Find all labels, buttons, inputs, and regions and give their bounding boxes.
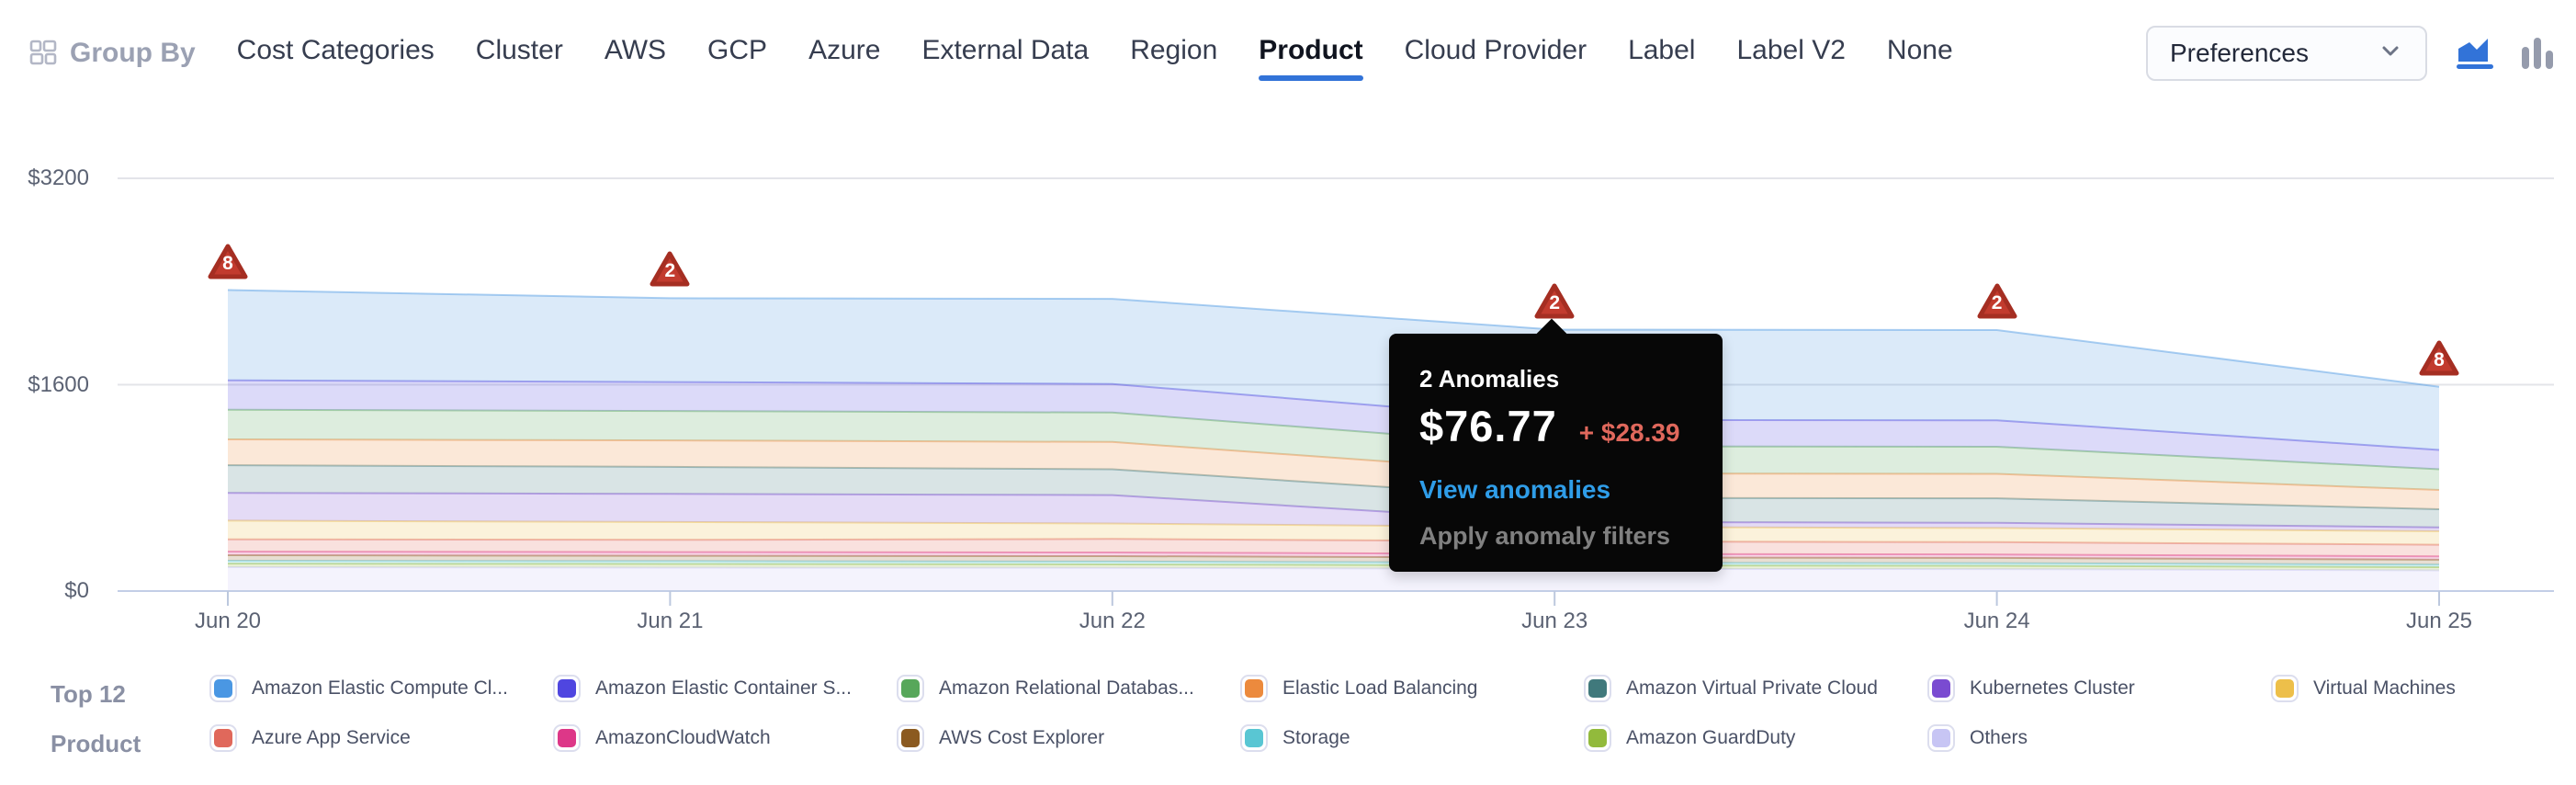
tooltip-amount: $76.77	[1419, 402, 1557, 450]
preferences-dropdown[interactable]: Preferences	[2146, 26, 2427, 81]
legend-swatch	[1927, 724, 1955, 752]
x-axis-label: Jun 25	[2405, 609, 2473, 633]
legend-item-elastic-load-balancing[interactable]: Elastic Load Balancing	[1240, 664, 1584, 713]
tab-none[interactable]: None	[1886, 35, 1953, 65]
legend-label: Elastic Load Balancing	[1282, 677, 1478, 699]
anomaly-tooltip: 2 Anomalies $76.77 + $28.39 View anomali…	[1389, 334, 1723, 572]
anomaly-count: 2	[664, 260, 676, 282]
tab-cluster[interactable]: Cluster	[475, 35, 563, 65]
legend-label: Amazon Virtual Private Cloud	[1626, 677, 1878, 699]
legend-label: Storage	[1282, 727, 1350, 748]
legend-item-amazon-relational-databas[interactable]: Amazon Relational Databas...	[897, 664, 1240, 713]
legend-item-storage[interactable]: Storage	[1240, 713, 1584, 763]
grid-icon	[29, 40, 57, 67]
tooltip-anomaly-count: 2 Anomalies	[1419, 365, 1560, 392]
legend-swatch	[2271, 675, 2299, 702]
anomaly-marker-jun-21[interactable]: 2	[649, 250, 691, 289]
anomaly-count: 2	[1991, 292, 2003, 313]
legend-swatch	[553, 724, 581, 752]
x-axis-label: Jun 22	[1079, 609, 1146, 633]
tab-cost-categories[interactable]: Cost Categories	[236, 35, 435, 65]
group-by-nav: Group By Cost Categories Cluster AWS GCP Azu…	[29, 26, 2554, 81]
legend-item-azure-app-service[interactable]: Azure App Service	[209, 713, 553, 763]
anomaly-count: 2	[1549, 291, 1561, 313]
x-axis-label: Jun 24	[1963, 609, 2030, 633]
legend-label: Amazon Elastic Compute Cl...	[252, 677, 508, 699]
legend-item-amazon-guardduty[interactable]: Amazon GuardDuty	[1584, 713, 1927, 763]
anomaly-marker-jun-23[interactable]: 2	[1533, 282, 1576, 321]
group-by: Group By	[29, 38, 196, 69]
group-by-label: Group By	[70, 38, 196, 68]
anomaly-marker-jun-20[interactable]: 8	[207, 243, 249, 281]
tab-external-data[interactable]: External Data	[921, 35, 1090, 65]
x-axis-label: Jun 21	[637, 609, 704, 633]
tooltip-delta: + $28.39	[1578, 418, 1680, 447]
y-axis-label: $0	[64, 578, 89, 603]
legend-item-amazon-elastic-container-s[interactable]: Amazon Elastic Container S...	[553, 664, 897, 713]
tab-gcp[interactable]: GCP	[707, 35, 768, 65]
active-tab-underline	[1259, 75, 1363, 81]
anomaly-marker-jun-24[interactable]: 2	[1976, 282, 2018, 321]
chevron-down-icon	[2378, 38, 2403, 70]
legend-label: Azure App Service	[252, 727, 411, 748]
anomaly-count: 8	[2434, 348, 2445, 370]
nav-right: Preferences	[2146, 26, 2554, 81]
legend-swatch	[1240, 675, 1268, 702]
y-axis-label: $1600	[28, 371, 89, 397]
x-axis-label: Jun 20	[194, 609, 262, 633]
legend-item-amazon-virtual-private-cloud[interactable]: Amazon Virtual Private Cloud	[1584, 664, 1927, 713]
tooltip-amount-row: $76.77 + $28.39	[1419, 401, 1697, 451]
tab-aws[interactable]: AWS	[604, 35, 667, 65]
legend-swatch	[1240, 724, 1268, 752]
legend-label: Amazon Relational Databas...	[939, 677, 1194, 699]
legend-swatch	[1584, 675, 1611, 702]
legend-label: AWS Cost Explorer	[939, 727, 1105, 748]
legend-swatch	[1927, 675, 1955, 702]
apply-anomaly-filters-link[interactable]: Apply anomaly filters	[1419, 522, 1671, 550]
tab-product[interactable]: Product	[1259, 31, 1363, 81]
y-axis-label: $3200	[28, 165, 89, 190]
legend-swatch	[209, 675, 237, 702]
x-axis-label: Jun 23	[1521, 609, 1588, 633]
legend-title: Top 12 Product	[51, 669, 141, 768]
group-by-tabs: Cost Categories Cluster AWS GCP Azure Externa…	[236, 31, 1953, 81]
legend-label: Kubernetes Cluster	[1970, 677, 2135, 699]
view-anomalies-link[interactable]: View anomalies	[1419, 475, 1611, 504]
legend-item-others[interactable]: Others	[1927, 713, 2271, 763]
legend-item-kubernetes-cluster[interactable]: Kubernetes Cluster	[1927, 664, 2271, 713]
legend-swatch	[897, 724, 924, 752]
chart-type-toggles	[2455, 34, 2554, 73]
bar-chart-icon[interactable]	[2521, 34, 2554, 73]
tab-region[interactable]: Region	[1130, 35, 1218, 65]
legend-item-amazon-elastic-compute-cl[interactable]: Amazon Elastic Compute Cl...	[209, 664, 553, 713]
tab-label[interactable]: Label	[1628, 35, 1696, 65]
legend-swatch	[553, 675, 581, 702]
anomaly-count: 8	[222, 252, 233, 274]
legend-label: Amazon Elastic Container S...	[595, 677, 852, 699]
legend-swatch	[209, 724, 237, 752]
legend-label: Virtual Machines	[2313, 677, 2456, 699]
legend: Amazon Elastic Compute Cl... Azure App Se…	[209, 664, 2576, 763]
legend-title-line2: Product	[51, 730, 141, 757]
legend-label: AmazonCloudWatch	[595, 727, 771, 748]
preferences-label: Preferences	[2170, 39, 2309, 67]
tab-cloud-provider[interactable]: Cloud Provider	[1404, 35, 1587, 65]
legend-swatch	[897, 675, 924, 702]
legend-swatch	[1584, 724, 1611, 752]
legend-item-amazoncloudwatch[interactable]: AmazonCloudWatch	[553, 713, 897, 763]
legend-item-virtual-machines[interactable]: Virtual Machines	[2271, 664, 2576, 713]
legend-item-aws-cost-explorer[interactable]: AWS Cost Explorer	[897, 713, 1240, 763]
area-chart-icon[interactable]	[2455, 34, 2497, 73]
anomaly-marker-jun-25[interactable]: 8	[2418, 339, 2460, 378]
legend-label: Amazon GuardDuty	[1626, 727, 1796, 748]
legend-label: Others	[1970, 727, 2028, 748]
tab-label-v2[interactable]: Label V2	[1736, 35, 1846, 65]
legend-title-line1: Top 12	[51, 680, 126, 708]
tab-azure[interactable]: Azure	[808, 35, 881, 65]
